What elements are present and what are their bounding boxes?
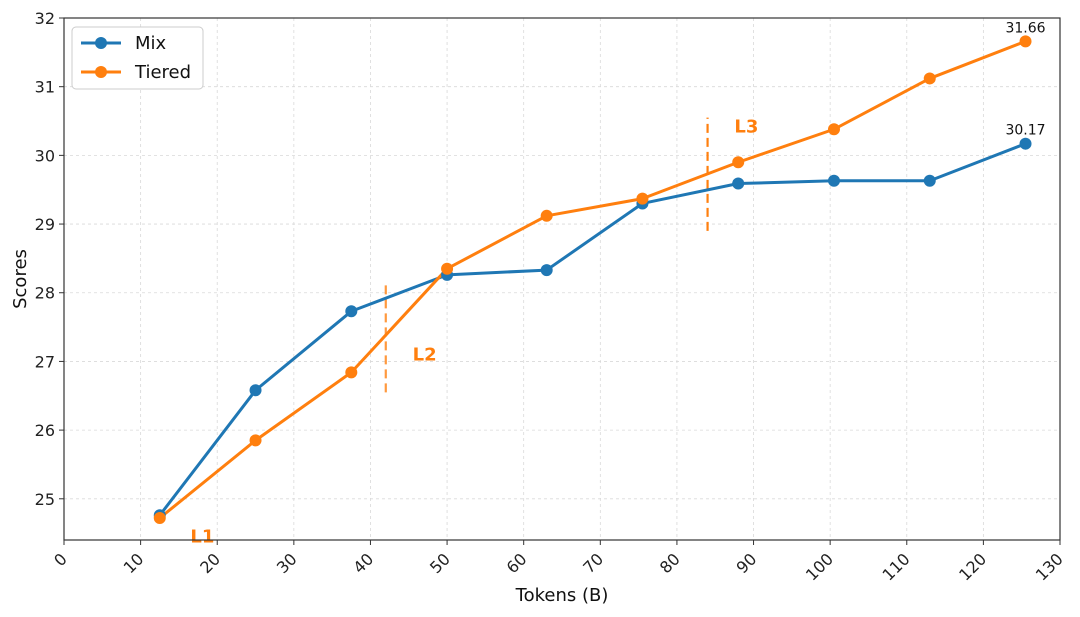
- data-label-mix: 30.17: [1005, 123, 1045, 139]
- series-line-tiered: [158, 39, 1027, 520]
- legend-marker-mix: [95, 37, 107, 49]
- y-tick-label: 25: [35, 490, 55, 509]
- data-point-mix: [732, 177, 745, 190]
- legend-label-tiered: Tiered: [134, 62, 191, 83]
- data-point-tiered: [153, 512, 166, 525]
- legend-item-mix: Mix: [81, 33, 167, 54]
- series-line-mix: [158, 142, 1027, 517]
- data-point-mix: [540, 264, 553, 277]
- y-tick-label: 32: [35, 9, 55, 28]
- y-tick-label: 31: [35, 78, 55, 97]
- data-point-tiered: [540, 209, 553, 222]
- y-axis-title: Scores: [10, 249, 31, 309]
- stage-markers: L1 L2 L3: [190, 117, 758, 548]
- data-point-tiered: [345, 366, 358, 379]
- y-tick-label: 27: [35, 352, 55, 371]
- plot-frame: [63, 17, 1061, 541]
- data-point-tiered: [923, 72, 936, 85]
- data-point-tiered: [732, 156, 745, 169]
- data-point-tiered: [1019, 35, 1032, 48]
- stage-label-l1: L1: [190, 527, 214, 548]
- legend-marker-tiered: [95, 66, 107, 78]
- data-point-tiered: [827, 123, 840, 136]
- data-labels: 31.66 30.17: [1005, 20, 1045, 138]
- data-point-mix: [249, 384, 262, 397]
- y-tick-label: 29: [35, 215, 55, 234]
- series-lines: [158, 39, 1027, 520]
- data-point-mix: [827, 174, 840, 187]
- y-axis-ticks: 25 26 27 28 29 30 31 32: [35, 9, 64, 509]
- data-point-mix: [923, 174, 936, 187]
- data-label-tiered: 31.66: [1005, 20, 1045, 36]
- data-point-tiered: [441, 262, 454, 275]
- legend-item-tiered: Tiered: [81, 62, 191, 83]
- y-tick-label: 26: [35, 421, 55, 440]
- y-tick-label: 30: [35, 146, 55, 165]
- y-tick-label: 28: [35, 284, 55, 303]
- data-point-mix: [1019, 137, 1032, 150]
- stage-label-l2: L2: [413, 345, 437, 366]
- legend-label-mix: Mix: [135, 33, 167, 54]
- data-point-tiered: [636, 192, 649, 205]
- legend: Mix Tiered: [71, 26, 204, 90]
- x-axis-title: Tokens (B): [515, 585, 609, 606]
- data-point-mix: [345, 305, 358, 318]
- series-points: [153, 35, 1032, 525]
- data-point-tiered: [249, 434, 262, 447]
- stage-label-l3: L3: [734, 117, 758, 138]
